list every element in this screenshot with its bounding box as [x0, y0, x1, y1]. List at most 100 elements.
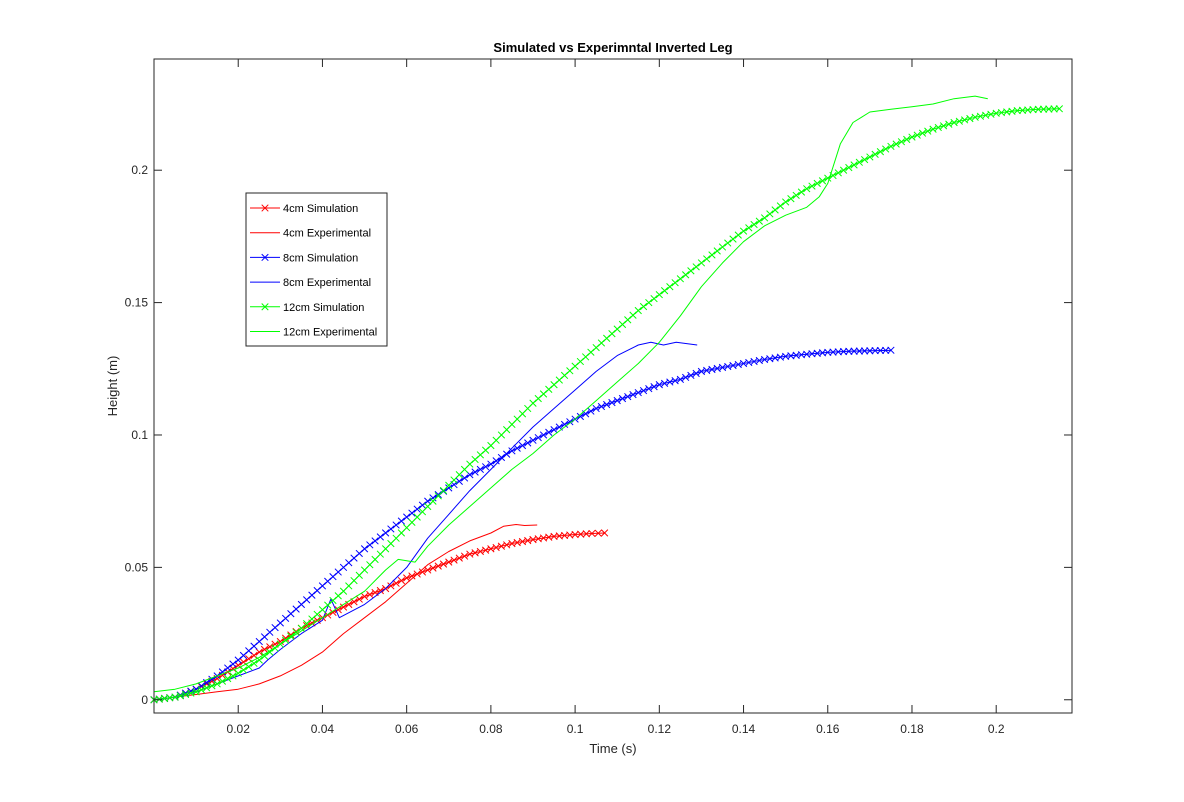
- legend-entry-8cm-experimental: 8cm Experimental: [250, 277, 371, 289]
- x-tick-label: 0.2: [988, 722, 1005, 736]
- 8cm-simulation-point: [513, 444, 521, 452]
- 12cm-simulation-point: [750, 220, 758, 229]
- 12cm-simulation-point: [913, 131, 921, 139]
- 12cm-simulation-point: [781, 198, 790, 206]
- 4cm-simulation-point: [445, 558, 453, 566]
- 8cm-simulation-point: [497, 453, 506, 462]
- series-4cm-experimental: [153, 524, 538, 701]
- 12cm-simulation-point: [892, 140, 900, 148]
- legend-entry-8cm-simulation: 8cm Simulation: [250, 252, 358, 264]
- 8cm-simulation-point: [645, 384, 653, 393]
- 12cm-simulation-point: [202, 684, 211, 692]
- 12cm-simulation-point: [1055, 105, 1064, 113]
- 12cm-simulation-point: [808, 182, 816, 190]
- 8cm-simulation-point: [550, 426, 558, 434]
- 8cm-simulation-point: [650, 383, 658, 391]
- 12cm-simulation-point: [650, 294, 658, 303]
- series-8cm-simulation: [150, 346, 895, 704]
- y-tick-label: 0.2: [131, 163, 148, 177]
- 12cm-simulation-point: [634, 306, 642, 315]
- 12cm-simulation-point: [871, 150, 879, 158]
- 8cm-simulation-point: [613, 396, 621, 405]
- legend: 4cm Simulation 4cm Experimental 8cm Simula…: [245, 192, 388, 347]
- 8cm-simulation-point: [639, 386, 648, 395]
- legend-marker: [261, 253, 269, 262]
- x-tick-label: 0.1: [567, 722, 584, 736]
- 8cm-simulation-point: [882, 346, 890, 355]
- 8cm-simulation-point: [866, 347, 874, 355]
- 8cm-simulation-point: [460, 474, 469, 482]
- 4cm-simulation-point: [424, 566, 432, 574]
- x-tick-label: 0.16: [816, 722, 840, 736]
- 12cm-simulation-point: [792, 191, 800, 200]
- 12cm-simulation-point: [813, 179, 821, 188]
- 12cm-simulation-point: [939, 122, 948, 130]
- legend-entry-4cm-experimental: 4cm Experimental: [250, 228, 371, 240]
- 12cm-simulation-point: [676, 275, 685, 283]
- 12cm-simulation-point: [866, 153, 874, 161]
- 12cm-simulation-point: [666, 283, 674, 291]
- 12cm-simulation-point: [897, 138, 906, 146]
- 12cm-simulation-point: [924, 127, 932, 135]
- series-8cm-experimental: [153, 341, 698, 701]
- x-tick-label: 0.18: [900, 722, 924, 736]
- 8cm-simulation-point: [560, 420, 569, 429]
- y-axis-label: Height (m): [105, 356, 120, 417]
- 12cm-simulation-point: [234, 669, 242, 677]
- 8cm-simulation-point: [408, 509, 416, 517]
- legend-marker: [261, 204, 269, 212]
- 8cm-simulation-point: [592, 404, 600, 413]
- 8cm-simulation-point: [524, 439, 532, 447]
- 4cm-simulation-point: [588, 529, 596, 538]
- 8cm-simulation-point: [629, 390, 637, 399]
- axes-box: [153, 58, 1073, 714]
- 8cm-simulation-point: [387, 525, 395, 533]
- 4cm-simulation-point: [571, 530, 579, 539]
- legend-entry-4cm-simulation: 4cm Simulation: [250, 203, 358, 215]
- 12cm-simulation-point: [681, 271, 690, 279]
- legend-entry-12cm-simulation: 12cm Simulation: [250, 302, 364, 314]
- 12cm-experimental-line: [153, 95, 988, 693]
- 8cm-simulation-point: [424, 497, 432, 505]
- 12cm-simulation-point: [655, 290, 663, 299]
- 8cm-simulation-point: [381, 529, 390, 537]
- 12cm-simulation-point: [260, 652, 269, 660]
- y-tick-label: 0.05: [125, 560, 149, 574]
- 8cm-simulation-point: [224, 664, 232, 672]
- 12cm-simulation-point: [860, 155, 869, 164]
- 4cm-simulation-point: [302, 621, 311, 630]
- 12cm-simulation-point: [645, 298, 653, 307]
- 12cm-simulation-point: [292, 628, 300, 636]
- x-tick-label: 0.14: [732, 722, 756, 736]
- 8cm-simulation-point: [413, 505, 421, 513]
- 8cm-simulation-point: [692, 369, 700, 378]
- 8cm-simulation-point: [566, 418, 574, 426]
- 8cm-simulation-point: [434, 490, 442, 499]
- 12cm-simulation-point: [850, 161, 858, 169]
- chart-title: Simulated vs Experimntal Inverted Leg: [493, 40, 732, 55]
- 4cm-simulation-point: [408, 572, 416, 580]
- 8cm-simulation-point: [608, 398, 616, 407]
- 12cm-simulation-point: [818, 177, 827, 185]
- 4cm-simulation-point: [455, 554, 463, 562]
- 12cm-simulation-point: [787, 195, 795, 203]
- 4cm-experimental-line: [153, 524, 538, 701]
- x-tick-label: 0.08: [479, 722, 503, 736]
- 8cm-simulation-point: [397, 517, 406, 525]
- 8cm-simulation-point: [845, 347, 853, 355]
- 12cm-simulation-point: [734, 231, 742, 239]
- 12cm-simulation-point: [224, 674, 232, 683]
- 8cm-simulation-point: [518, 441, 527, 450]
- 12cm-simulation-point: [1045, 105, 1053, 113]
- 4cm-simulation-point: [403, 574, 411, 582]
- 4cm-simulation-point: [260, 645, 269, 654]
- 4cm-simulation-point: [360, 592, 369, 601]
- 4cm-simulation-point: [600, 529, 609, 537]
- x-tick-label: 0.06: [395, 722, 419, 736]
- y-tick-label: 0: [141, 693, 148, 707]
- 12cm-simulation-point: [192, 688, 200, 696]
- 8cm-simulation-point: [860, 347, 869, 355]
- 8cm-simulation-point: [681, 373, 690, 382]
- 4cm-simulation-point: [281, 634, 290, 642]
